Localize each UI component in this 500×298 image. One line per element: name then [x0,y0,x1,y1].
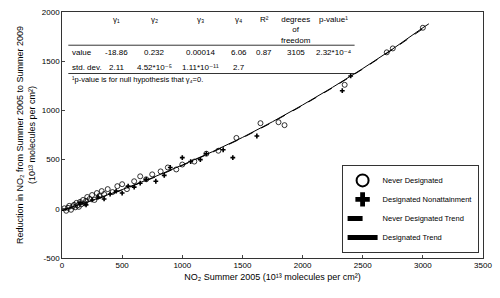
svg-text:0.87: 0.87 [256,48,272,57]
svg-text:Designated Nonattainment: Designated Nonattainment [383,195,473,204]
svg-text:degreesoffreedom: degreesoffreedom [281,15,311,45]
svg-text:value: value [72,48,92,57]
svg-text:γ₁: γ₁ [113,15,120,24]
svg-text:γ₂: γ₂ [151,15,158,24]
svg-text:3500: 3500 [474,261,492,270]
svg-text:3105: 3105 [287,48,305,57]
svg-text:1500: 1500 [42,57,60,66]
svg-text:γ₄: γ₄ [235,15,242,24]
svg-text:0: 0 [60,261,65,270]
svg-text:500: 500 [46,155,60,164]
svg-text:2000: 2000 [294,261,312,270]
svg-text:Never Designated: Never Designated [383,176,443,185]
svg-text:Never Designated Trend: Never Designated Trend [383,214,464,223]
svg-text:Reduction in NO₂ from Summer 2: Reduction in NO₂ from Summer 2005 to Sum… [15,26,37,244]
svg-text:2.11: 2.11 [109,63,125,72]
svg-text:γ₃: γ₃ [197,15,204,24]
svg-text:Designated Trend: Designated Trend [383,233,442,242]
svg-text:1500: 1500 [234,261,252,270]
svg-text:0.232: 0.232 [144,48,165,57]
svg-text:1000: 1000 [173,261,191,270]
svg-text:-500: -500 [44,254,61,263]
svg-text:6.06: 6.06 [231,48,247,57]
svg-text:std. dev.: std. dev. [72,63,102,72]
svg-text:0: 0 [55,205,60,214]
svg-text:1.11*10⁻¹¹: 1.11*10⁻¹¹ [182,63,219,72]
svg-text:NO₂ Summer 2005 (10¹³ molecule: NO₂ Summer 2005 (10¹³ molecules per cm²) [184,272,361,282]
svg-text:¹p-value is for null hypothesi: ¹p-value is for null hypothesis that γ₄=… [72,75,203,84]
svg-text:3000: 3000 [414,261,432,270]
svg-text:-18.86: -18.86 [105,48,128,57]
svg-text:2000: 2000 [42,8,60,17]
svg-text:1000: 1000 [42,106,60,115]
svg-text:500: 500 [115,261,129,270]
svg-text:2.7: 2.7 [233,63,245,72]
svg-text:p-value¹: p-value¹ [319,15,348,24]
svg-text:2.32*10⁻⁴: 2.32*10⁻⁴ [316,48,352,57]
svg-text:4.52*10⁻⁵: 4.52*10⁻⁵ [137,63,172,72]
svg-text:0.00014: 0.00014 [186,48,215,57]
svg-text:2500: 2500 [354,261,372,270]
svg-text:R²: R² [260,15,269,24]
